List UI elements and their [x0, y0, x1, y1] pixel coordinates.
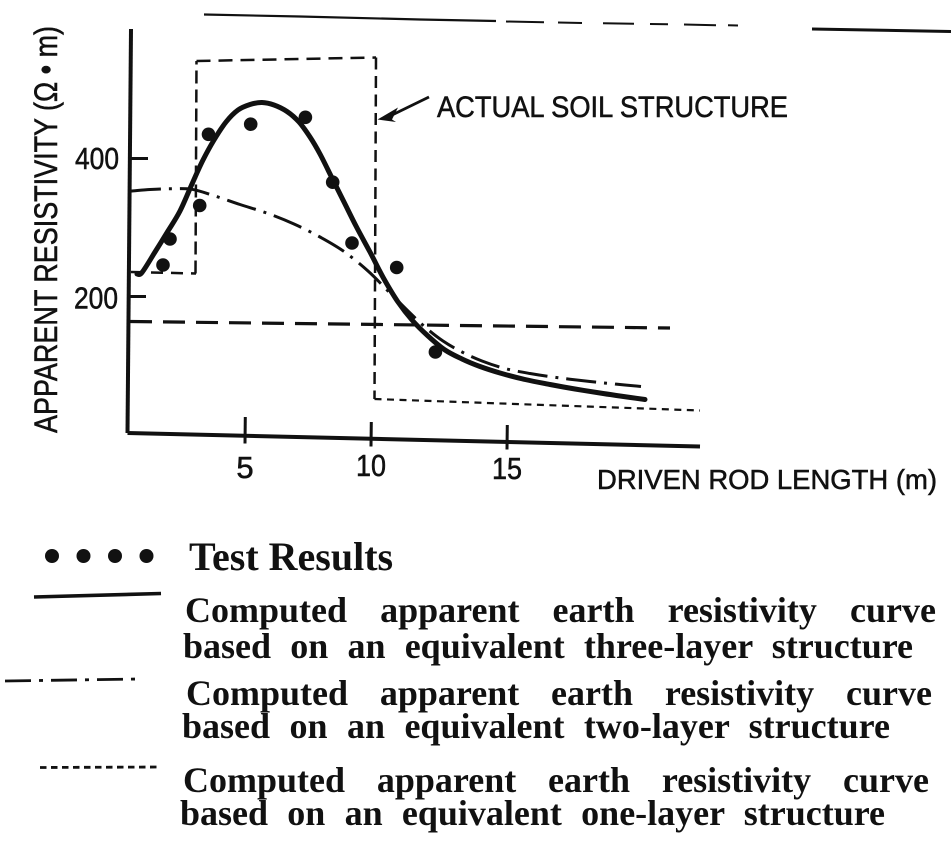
svg-text:based on an equivalent two-lay: based on an equivalent two-layer structu… [182, 706, 890, 746]
svg-text:Test Results: Test Results [189, 534, 393, 579]
svg-text:5: 5 [236, 450, 253, 485]
svg-text:based on an equivalent three-l: based on an equivalent three-layer struc… [183, 626, 913, 666]
svg-text:200: 200 [74, 281, 118, 316]
svg-text:10: 10 [356, 448, 386, 483]
svg-text:DRIVEN ROD LENGTH (m): DRIVEN ROD LENGTH (m) [597, 464, 937, 495]
svg-text:400: 400 [75, 141, 119, 176]
svg-text:APPARENT RESISTIVITY (Ω • m): APPARENT RESISTIVITY (Ω • m) [28, 26, 64, 433]
svg-text:15: 15 [492, 451, 522, 486]
svg-text:Computed apparent earth resist: Computed apparent earth resistivity curv… [185, 590, 936, 630]
svg-text:Computed apparent earth resist: Computed apparent earth resistivity curv… [183, 760, 929, 800]
svg-text:based on an equivalent one-lay: based on an equivalent one-layer structu… [180, 793, 885, 833]
svg-text:Computed apparent earth resist: Computed apparent earth resistivity curv… [186, 673, 932, 713]
svg-text:ACTUAL SOIL STRUCTURE: ACTUAL SOIL STRUCTURE [437, 91, 788, 124]
